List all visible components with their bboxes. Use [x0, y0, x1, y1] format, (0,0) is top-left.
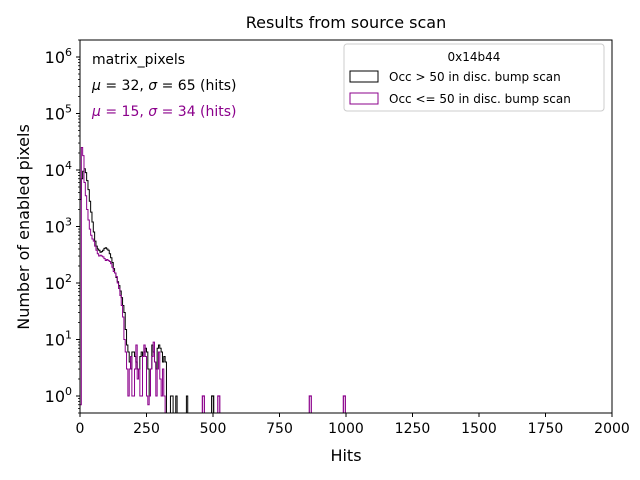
y-tick-label: 105	[45, 103, 72, 124]
y-axis: 100 101 102 103 104 105 106	[45, 39, 80, 414]
isolated-bin	[201, 395, 205, 413]
x-tick-label: 1500	[461, 421, 497, 437]
series-purple-step	[80, 147, 166, 413]
legend-label-black: Occ > 50 in disc. bump scan	[389, 70, 561, 84]
x-axis: 0 250 500 750 1000 1250 1500 1750 2000	[76, 413, 630, 437]
legend-swatch-purple	[349, 92, 379, 105]
legend-frame	[343, 43, 605, 112]
legend-label-purple: Occ <= 50 in disc. bump scan	[389, 92, 571, 106]
x-tick-label: 1000	[328, 421, 364, 437]
x-tick-label: 500	[200, 421, 227, 437]
legend: 0x14b44 Occ > 50 in disc. bump scan Occ …	[343, 43, 605, 112]
stats-annotation-black: μ = 32, σ = 65 (hits)	[91, 78, 237, 94]
x-tick-label: 1750	[528, 421, 564, 437]
x-tick-label: 750	[266, 421, 293, 437]
y-tick-label: 102	[45, 272, 72, 293]
mu-symbol: μ	[91, 104, 101, 120]
mu-value: = 32,	[101, 78, 148, 94]
mu-value: = 15,	[101, 104, 148, 120]
y-tick-label: 104	[45, 159, 72, 180]
y-tick-label: 106	[45, 46, 72, 67]
isolated-bin	[217, 395, 221, 413]
matrix-name-annotation: matrix_pixels	[92, 52, 185, 68]
y-axis-label: Number of enabled pixels	[14, 124, 33, 330]
x-axis-label: Hits	[330, 446, 361, 465]
series-black-step	[80, 168, 189, 413]
x-tick-label: 250	[133, 421, 160, 437]
chart-title: Results from source scan	[246, 13, 446, 32]
sigma-symbol: σ	[148, 78, 158, 94]
isolated-bin	[211, 395, 215, 413]
legend-swatch-black	[349, 70, 379, 83]
legend-title: 0x14b44	[448, 50, 501, 64]
stats-annotation-purple: μ = 15, σ = 34 (hits)	[91, 104, 237, 120]
x-tick-label: 1250	[395, 421, 431, 437]
x-tick-label: 2000	[594, 421, 630, 437]
y-tick-label: 103	[45, 216, 72, 237]
sigma-symbol: σ	[148, 104, 158, 120]
x-tick-label: 0	[76, 421, 85, 437]
sigma-value: = 34 (hits)	[157, 104, 236, 120]
isolated-bin	[308, 395, 312, 413]
series-layer	[80, 147, 346, 413]
isolated-bin	[342, 395, 346, 413]
y-tick-label: 100	[45, 385, 72, 406]
sigma-value: = 65 (hits)	[157, 78, 236, 94]
y-tick-label: 101	[45, 328, 72, 349]
mu-symbol: μ	[91, 78, 101, 94]
